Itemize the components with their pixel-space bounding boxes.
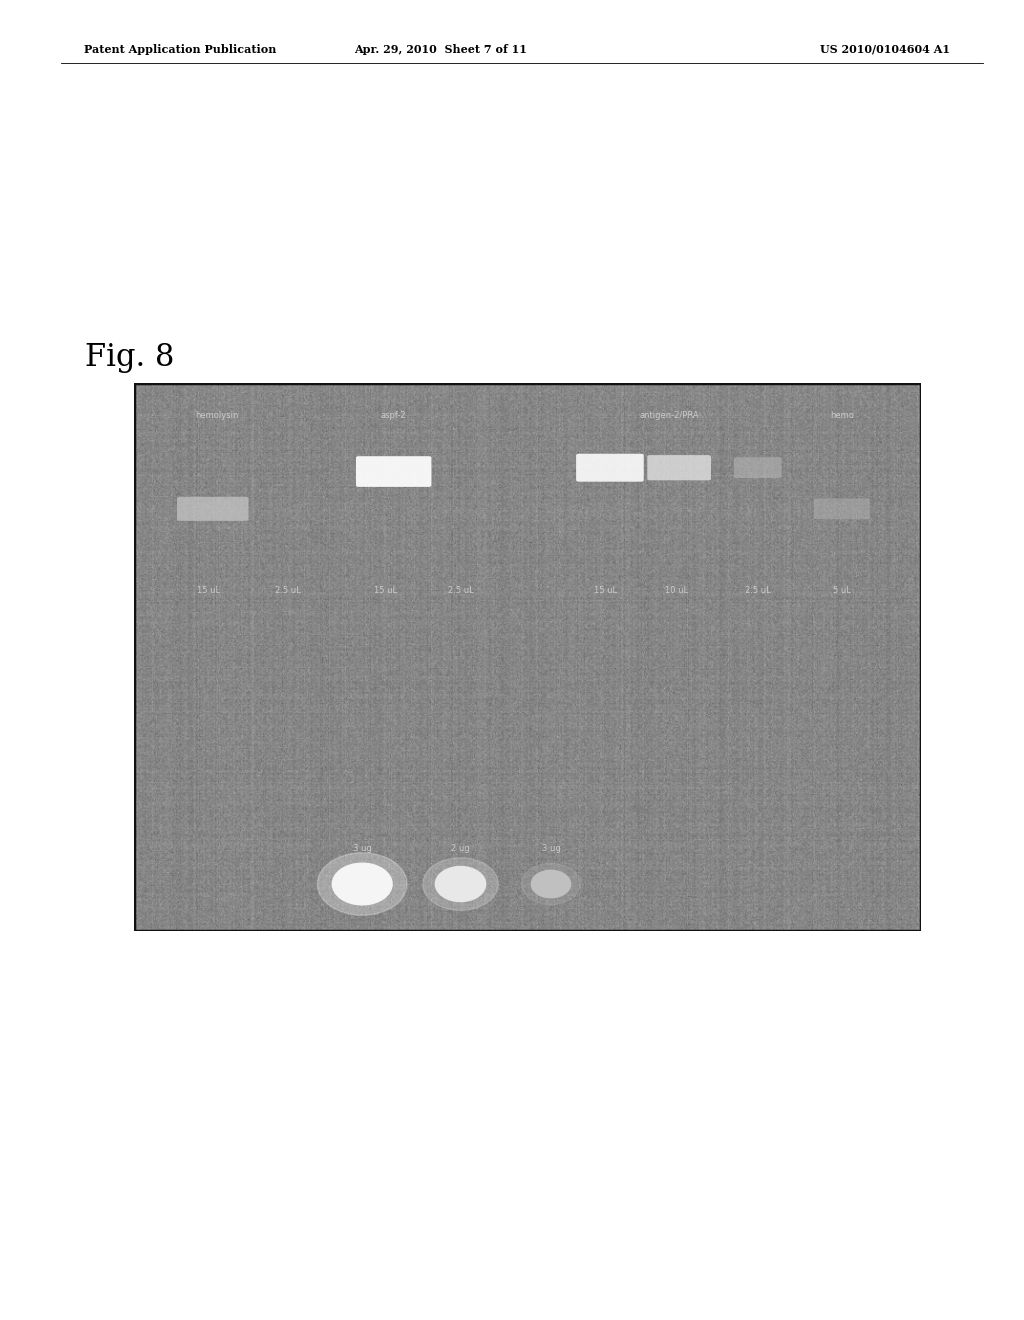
- Text: 2.5 uL: 2.5 uL: [447, 586, 473, 595]
- Text: hemo: hemo: [830, 411, 854, 420]
- Text: aspf-2: aspf-2: [381, 411, 407, 420]
- FancyBboxPatch shape: [814, 499, 869, 519]
- FancyBboxPatch shape: [177, 496, 249, 521]
- Circle shape: [333, 863, 392, 904]
- Circle shape: [423, 858, 499, 911]
- Text: 5 uL: 5 uL: [833, 586, 851, 595]
- Circle shape: [435, 866, 485, 902]
- FancyBboxPatch shape: [734, 457, 781, 478]
- Text: 3 ug: 3 ug: [353, 843, 372, 853]
- Text: 10 uL: 10 uL: [666, 586, 688, 595]
- Text: Patent Application Publication: Patent Application Publication: [84, 44, 276, 55]
- Circle shape: [521, 863, 581, 904]
- Text: US 2010/0104604 A1: US 2010/0104604 A1: [820, 44, 950, 55]
- Text: 3 ug: 3 ug: [542, 843, 560, 853]
- Text: 15 uL: 15 uL: [595, 586, 617, 595]
- Text: 15 uL: 15 uL: [198, 586, 220, 595]
- FancyBboxPatch shape: [356, 457, 431, 487]
- Text: 2 ug: 2 ug: [452, 843, 470, 853]
- Text: 15 uL: 15 uL: [374, 586, 397, 595]
- Text: 2.5 uL: 2.5 uL: [274, 586, 300, 595]
- Text: 2.5 uL: 2.5 uL: [744, 586, 771, 595]
- Text: hemolysin: hemolysin: [195, 411, 239, 420]
- Circle shape: [317, 853, 407, 915]
- FancyBboxPatch shape: [647, 455, 711, 480]
- Text: antigen-2/PRA: antigen-2/PRA: [639, 411, 698, 420]
- FancyBboxPatch shape: [577, 454, 644, 482]
- Circle shape: [531, 870, 570, 898]
- Text: Fig. 8: Fig. 8: [85, 342, 174, 374]
- Text: Apr. 29, 2010  Sheet 7 of 11: Apr. 29, 2010 Sheet 7 of 11: [354, 44, 526, 55]
